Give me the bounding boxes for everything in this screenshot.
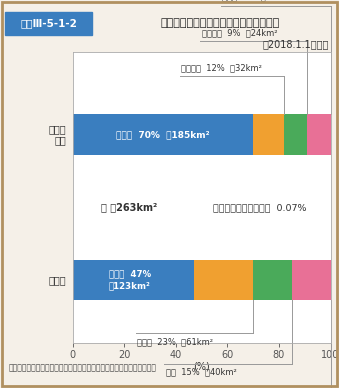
Bar: [284, 114, 307, 155]
Text: 東北地方  9%  約24km²: 東北地方 9% 約24km²: [202, 28, 277, 37]
Text: （注）計数は、四捨五入によっているので計と符合しないことがある。: （注）計数は、四捨五入によっているので計と符合しないことがある。: [8, 364, 157, 372]
Text: 国土面積に占める割合  0.07%: 国土面積に占める割合 0.07%: [213, 203, 306, 212]
Bar: [5, 12, 92, 35]
Text: 地域別
分布: 地域別 分布: [48, 124, 66, 146]
Text: 計 約263km²: 計 約263km²: [101, 203, 157, 212]
X-axis label: (%): (%): [193, 362, 210, 372]
Bar: [307, 114, 331, 155]
Text: 在日米軍施設・区域（専用施設）の状況: 在日米軍施設・区域（専用施設）の状況: [160, 18, 279, 28]
Text: 沖縄県  70%  約185km²: 沖縄県 70% 約185km²: [116, 130, 210, 139]
Bar: [194, 260, 253, 300]
Text: 飛行場  23%  約61km²: 飛行場 23% 約61km²: [137, 337, 213, 346]
Text: （2018.1.1現在）: （2018.1.1現在）: [262, 39, 329, 49]
Text: 図表Ⅲ-5-1-2: 図表Ⅲ-5-1-2: [20, 18, 77, 28]
Bar: [253, 114, 284, 155]
Bar: [292, 260, 331, 300]
Text: その他  9%  約22km²: その他 9% 約22km²: [222, 0, 293, 2]
Bar: [73, 114, 253, 155]
Text: 倉庫  15%  約40km²: 倉庫 15% 約40km²: [166, 367, 236, 376]
Bar: [253, 260, 292, 300]
Text: 関東地方  12%  約32km²: 関東地方 12% 約32km²: [181, 64, 262, 73]
Text: 演習場  47%
約123km²: 演習場 47% 約123km²: [108, 270, 151, 291]
Bar: [73, 260, 194, 300]
Text: 用途別: 用途別: [48, 275, 66, 285]
